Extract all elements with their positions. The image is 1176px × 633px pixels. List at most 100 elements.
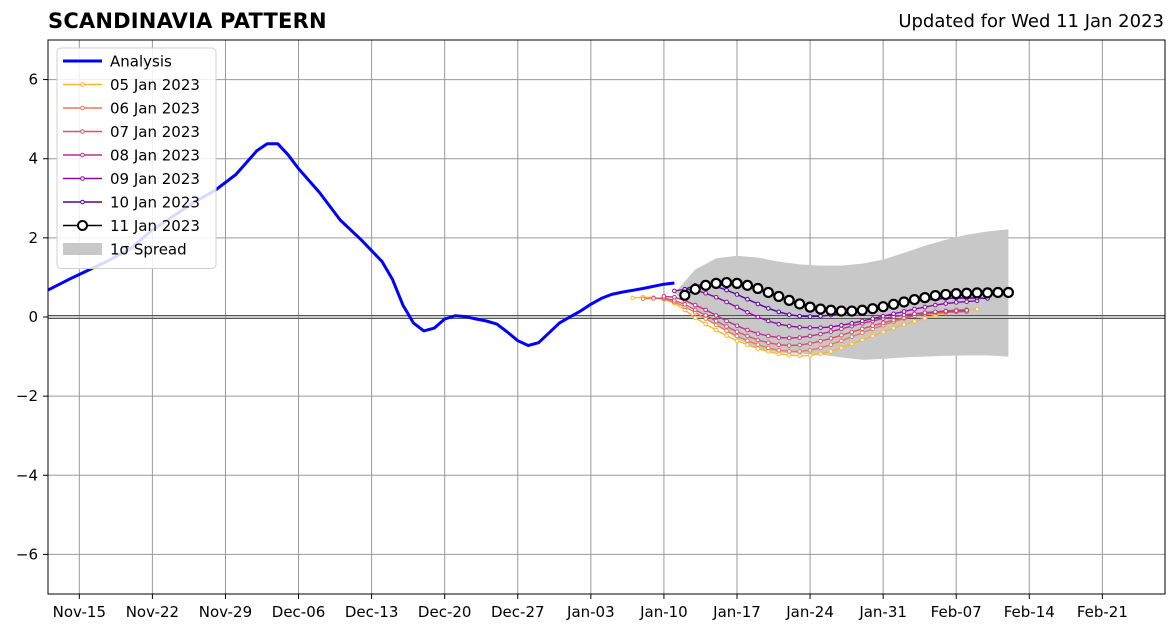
- legend-marker: [80, 82, 85, 87]
- data-point: [880, 320, 886, 326]
- legend-swatch: [63, 243, 102, 255]
- spread-band: [674, 229, 1009, 360]
- data-point: [776, 335, 782, 340]
- data-point: [943, 301, 949, 306]
- data-point: [734, 292, 740, 297]
- data-point: [1002, 286, 1015, 299]
- data-point: [859, 330, 865, 336]
- data-point: [766, 305, 771, 311]
- data-point: [745, 342, 750, 348]
- data-point: [776, 309, 782, 315]
- data-point: [786, 312, 792, 317]
- data-point: [755, 331, 761, 336]
- data-point: [679, 289, 691, 301]
- series-line-05-jan-2023: [632, 296, 978, 357]
- data-point: [797, 342, 802, 348]
- data-point: [724, 333, 729, 338]
- data-point: [745, 333, 750, 339]
- updated-label: Updated for Wed 11 Jan 2023: [898, 11, 1164, 32]
- data-point: [953, 308, 959, 313]
- legend-label: 10 Jan 2023: [110, 194, 200, 212]
- legend-label: 11 Jan 2023: [110, 217, 200, 235]
- data-point: [692, 307, 698, 313]
- data-point: [867, 303, 879, 315]
- data-point: [807, 353, 813, 358]
- data-point: [828, 349, 834, 354]
- legend-marker: [80, 152, 85, 158]
- data-point: [734, 304, 740, 310]
- data-point: [724, 318, 729, 324]
- data-point: [713, 313, 719, 318]
- data-point: [713, 294, 719, 300]
- data-point: [734, 338, 740, 344]
- data-point: [766, 349, 771, 354]
- x-tick-label: Nov-15: [53, 603, 106, 621]
- data-point: [818, 338, 823, 344]
- x-tick-label: Feb-14: [1004, 603, 1055, 621]
- data-point: [901, 309, 907, 314]
- data-point: [849, 334, 855, 340]
- data-point: [849, 341, 855, 347]
- x-tick-label: Dec-06: [272, 603, 326, 621]
- data-point: [849, 329, 855, 335]
- data-point: [776, 351, 782, 357]
- data-point: [971, 287, 983, 299]
- data-point: [640, 296, 646, 302]
- data-point: [835, 305, 847, 317]
- data-point: [818, 351, 823, 357]
- y-tick-label: −2: [16, 387, 38, 405]
- data-point: [703, 290, 708, 296]
- data-point: [943, 308, 949, 314]
- data-point: [672, 288, 677, 294]
- data-point: [766, 318, 771, 324]
- data-point: [786, 349, 792, 354]
- data-point: [908, 293, 921, 306]
- data-point: [940, 288, 952, 301]
- data-point: [814, 303, 827, 315]
- data-point: [818, 325, 823, 330]
- data-point: [818, 313, 823, 319]
- data-point: [797, 353, 802, 359]
- data-point: [731, 277, 743, 289]
- data-point: [828, 336, 834, 341]
- data-point: [741, 279, 754, 291]
- data-point: [933, 309, 938, 315]
- x-tick-label: Jan-31: [858, 603, 907, 621]
- data-point: [776, 321, 782, 327]
- data-point: [839, 323, 844, 328]
- data-point: [950, 288, 962, 300]
- x-tick-label: Feb-21: [1077, 603, 1128, 621]
- data-point: [818, 331, 823, 337]
- data-point: [661, 294, 667, 299]
- legend-label: 05 Jan 2023: [110, 76, 200, 94]
- data-point: [929, 290, 941, 302]
- data-point: [891, 311, 896, 317]
- data-point: [703, 321, 708, 327]
- data-point: [689, 283, 701, 295]
- data-point: [752, 282, 764, 295]
- data-point: [828, 329, 834, 334]
- data-point: [804, 301, 816, 313]
- y-tick-label: −6: [16, 545, 38, 563]
- data-point: [807, 333, 813, 339]
- data-point: [692, 302, 698, 308]
- data-point: [839, 338, 844, 344]
- data-point: [755, 342, 761, 348]
- data-point: [797, 324, 802, 330]
- data-point: [745, 296, 750, 302]
- x-tick-label: Jan-24: [785, 603, 834, 621]
- legend-label: 1σ Spread: [110, 241, 187, 259]
- data-point: [912, 306, 917, 312]
- chart-title: SCANDINAVIA PATTERN: [48, 9, 327, 33]
- data-point: [786, 323, 792, 329]
- data-point: [773, 290, 785, 303]
- data-point: [856, 304, 868, 316]
- data-point: [713, 318, 719, 324]
- data-point: [964, 299, 969, 304]
- data-point: [724, 324, 729, 329]
- legend-label: 09 Jan 2023: [110, 170, 200, 188]
- data-point: [891, 317, 896, 323]
- data-point: [839, 345, 844, 351]
- data-point: [651, 296, 656, 301]
